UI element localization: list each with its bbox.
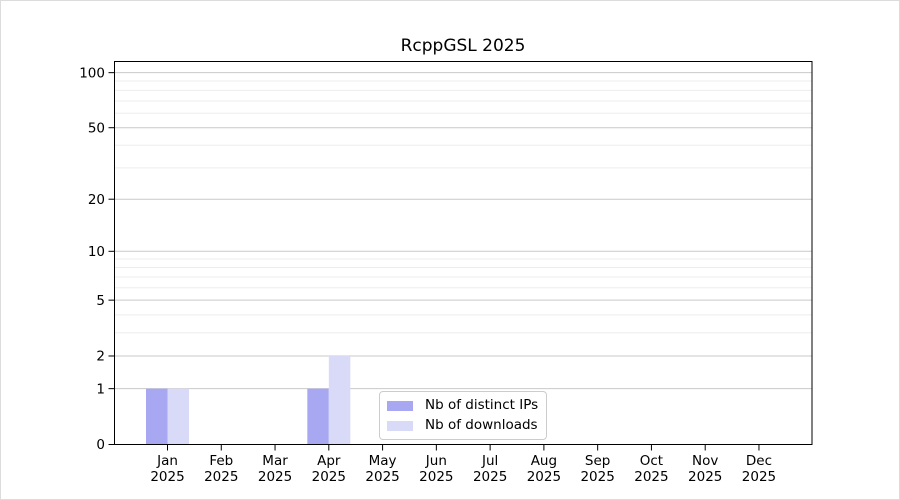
x-tick-label-month: Oct: [640, 453, 663, 469]
bar-apr-distinct-ips: [307, 388, 329, 445]
legend-swatch-distinct-ips: [387, 400, 413, 411]
plot-frame: [114, 61, 813, 445]
x-tick-label-year: 2025: [473, 469, 507, 485]
x-tick-label-month: Jan: [156, 453, 178, 469]
x-tick-label-year: 2025: [150, 469, 184, 485]
x-tick-label-year: 2025: [742, 469, 776, 485]
x-tick-label-year: 2025: [365, 469, 399, 485]
x-tick-label-month: Jun: [425, 453, 447, 469]
x-tick-label-year: 2025: [580, 469, 614, 485]
chart-title: RcppGSL 2025: [401, 36, 526, 56]
x-tick-label-month: Feb: [209, 453, 233, 469]
x-tick-label-year: 2025: [204, 469, 238, 485]
legend-label-distinct-ips: Nb of distinct IPs: [425, 397, 539, 413]
y-tick-label: 50: [88, 120, 105, 136]
y-tick-label: 0: [96, 437, 105, 453]
x-tick-label-year: 2025: [258, 469, 292, 485]
x-tick-label-year: 2025: [527, 469, 561, 485]
x-tick-label-month: Jul: [481, 453, 498, 469]
x-tick-label-year: 2025: [312, 469, 346, 485]
y-tick-label: 2: [96, 349, 105, 365]
y-tick-label: 100: [79, 65, 105, 81]
x-tick-label-year: 2025: [688, 469, 722, 485]
legend-item-downloads: Nb of downloads: [387, 417, 538, 434]
y-tick-label: 10: [88, 244, 105, 260]
y-tick-label: 20: [88, 192, 105, 208]
legend-label-downloads: Nb of downloads: [425, 417, 538, 433]
legend-swatch-downloads: [387, 420, 413, 431]
x-tick-label-month: Nov: [692, 453, 718, 469]
x-tick-label-month: Apr: [317, 453, 341, 469]
legend: Nb of distinct IPs Nb of downloads: [379, 391, 548, 440]
bar-jan-distinct-ips: [146, 388, 168, 445]
x-tick-label-month: Mar: [262, 453, 288, 469]
bar-jan-downloads: [167, 388, 189, 445]
x-tick-label-year: 2025: [634, 469, 668, 485]
x-tick-label-month: May: [369, 453, 397, 469]
x-tick-label-month: Aug: [531, 453, 557, 469]
legend-item-distinct-ips: Nb of distinct IPs: [387, 397, 538, 414]
bar-apr-downloads: [328, 355, 351, 445]
x-tick-label-month: Dec: [746, 453, 772, 469]
x-tick-label-month: Sep: [585, 453, 610, 469]
y-tick-label: 1: [96, 381, 105, 397]
y-tick-label: 5: [96, 293, 105, 309]
x-tick-label-year: 2025: [419, 469, 453, 485]
